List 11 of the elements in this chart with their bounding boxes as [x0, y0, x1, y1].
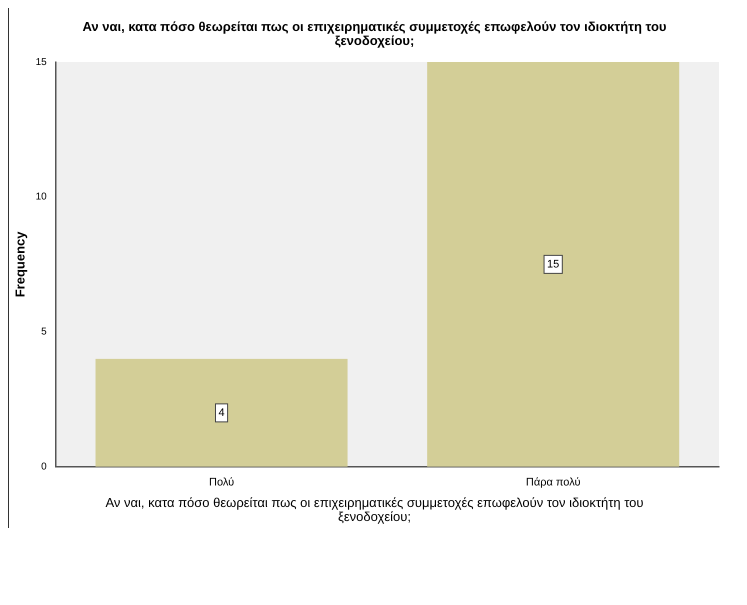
y-tick-label: 5	[41, 326, 48, 338]
x-axis-title: Αν ναι, κατα πόσο θεωρείται πως οι επιχειρηματικές συμμετοχές επωφελούν τον ιδιοκτήτη του ξενοδοχείου;	[104, 494, 645, 526]
data-label: 4	[218, 406, 225, 419]
data-label: 15	[547, 258, 560, 270]
y-tick-label: 0	[41, 462, 48, 473]
x-tick-label: Πολύ	[208, 476, 234, 488]
y-tick-label: 10	[36, 192, 48, 203]
chart-title: Αν ναι, κατα πόσο θεωρείται πως οι επιχειρηματικές συμμετοχές επωφελούν τον ιδιοκτήτη του ξενοδοχείου;	[82, 18, 668, 50]
y-axis-title: Frequency	[12, 230, 28, 298]
y-tick-label: 15	[36, 56, 48, 68]
x-tick-label: Πάρα πολύ	[526, 476, 580, 488]
